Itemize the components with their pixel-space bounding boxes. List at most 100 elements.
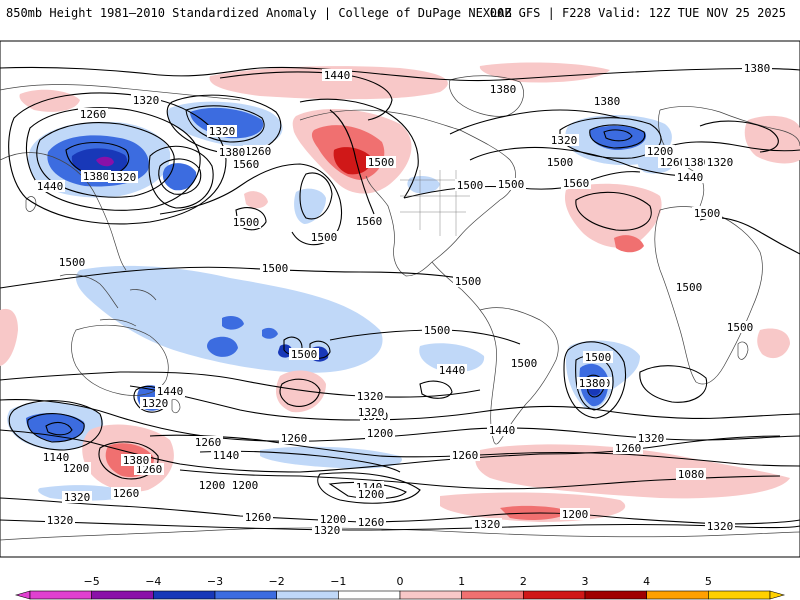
contour-1260-sh (149, 434, 800, 467)
contour-label: 1320 (209, 125, 236, 138)
contour-1260-bering (185, 105, 265, 143)
contour-1320-natl (559, 117, 662, 159)
colorbar-segment (338, 590, 401, 600)
contour-label-bg (682, 156, 712, 168)
contour-label: 1440 (677, 171, 704, 184)
contour-label: 1500 (233, 216, 260, 229)
contour-1320-europe (699, 120, 779, 153)
colorbar-tick-label: 0 (397, 575, 404, 588)
contour-label-bg (243, 511, 273, 523)
contour-label-bg (230, 479, 260, 491)
contour-label-bg (676, 468, 706, 480)
contour-label: 1380 (219, 146, 246, 159)
coast-new-zealand (171, 399, 181, 414)
contour-1440-gulf (148, 145, 214, 209)
colorbar-ticks: −5 −4 −3 −2 −1 0 1 2 3 4 5 (84, 575, 712, 588)
colorbar-arrow-left (14, 590, 31, 600)
pos-anomaly-ind-ocean (475, 444, 790, 499)
model-run-info: 00Z GFS | F228 Valid: 12Z TUE NOV 25 202… (489, 6, 786, 20)
contour-label: 1320 (314, 524, 341, 537)
anomaly-shading (0, 62, 800, 522)
colorbar-tick-label: −5 (84, 575, 100, 588)
contour-label: 1320 (357, 390, 384, 403)
contour-label-bg (155, 385, 185, 397)
contour-label: 1320 (551, 134, 578, 147)
contour-label-bg (509, 357, 539, 369)
pos-anomaly-indian (757, 328, 790, 359)
contour-1200-spac-low (27, 413, 85, 443)
colorbar-tick-label: −2 (269, 575, 285, 588)
contour-label: 1260 (281, 432, 308, 445)
contour-1200-kamchatka (65, 142, 130, 177)
contour-label-bg (260, 262, 290, 274)
contour-label: 1500 (457, 179, 484, 192)
contour-1560-ridge (329, 109, 375, 215)
contour-label-bg (57, 256, 87, 268)
coast-central-america (431, 261, 481, 311)
contour-label-bg (658, 156, 688, 168)
contour-1380-sh (0, 399, 800, 442)
colorbar-segment (584, 590, 647, 600)
contour-label: 1140 (43, 451, 70, 464)
coast-north-america (299, 109, 516, 277)
contour-label: 1500 (311, 231, 338, 244)
contour-label: 1320 (142, 397, 169, 410)
contour-label-bg (35, 180, 65, 192)
contour-label-bg (197, 479, 227, 491)
contour-1260-natl (589, 124, 646, 149)
contour-label: 1500 (727, 321, 754, 334)
contour-label: 1560 (563, 177, 590, 190)
neg-anomaly-sam (419, 343, 485, 373)
neg-anomaly-kamchatka-peak (96, 156, 114, 167)
contour-label-bg (705, 156, 735, 168)
colorbar: −5 −4 −3 −2 −1 0 1 2 3 4 5 (14, 575, 786, 600)
contour-label: 1320 (133, 94, 160, 107)
colorbar-tick-label: 3 (582, 575, 589, 588)
contour-label-bg (636, 432, 666, 444)
coast-australia (71, 324, 169, 396)
contour-label: 1260 (615, 442, 642, 455)
colorbar-segment (461, 590, 524, 600)
contour-label-bg (211, 449, 241, 461)
contour-label-bg (140, 397, 170, 409)
neg-anomaly-gulf-ak (162, 163, 197, 191)
contour-label: 1320 (358, 406, 385, 419)
colorbar-segment (276, 590, 339, 600)
colorbar-tick-label: 1 (458, 575, 465, 588)
contour-label-bg (496, 178, 526, 190)
contour-1260-spac-low (8, 400, 103, 451)
contour-label: 1200 (199, 479, 226, 492)
contour-label-bg (450, 449, 480, 461)
contour-label-bg (318, 513, 348, 525)
coast-south-america (479, 307, 559, 445)
contour-label-bg (365, 427, 395, 439)
neg-anomaly-spac-low-core (26, 413, 85, 442)
contour-label-bg (217, 146, 247, 158)
contour-label: 1260 (245, 511, 272, 524)
contour-label: 1440 (324, 69, 351, 82)
contour-label-bg (355, 390, 385, 402)
contour-1320-sh (0, 429, 781, 473)
colorbar-segment (399, 590, 462, 600)
contour-label: 1260 (80, 108, 107, 121)
contour-label-bg (366, 156, 396, 168)
contour-label: 1200 (367, 427, 394, 440)
contour-label: 1500 (676, 281, 703, 294)
neg-anomaly-npac (294, 188, 326, 224)
contour-label-bg (437, 364, 467, 376)
contour-label-bg (422, 324, 452, 336)
contour-label: 1260 (358, 516, 385, 529)
pos-anomaly-natl-sub (564, 183, 662, 248)
contour-1140-spac-low (45, 421, 73, 436)
neg-anomaly-us (407, 176, 440, 194)
contour-1500-npac-loop (299, 172, 333, 220)
contour-label: 1200 (647, 145, 674, 158)
contour-label: 1500 (585, 351, 612, 364)
contour-label-bg (583, 351, 613, 363)
contour-label-bg (207, 125, 237, 137)
contour-label: 1320 (64, 491, 91, 504)
contour-1260-antarc (0, 497, 800, 525)
contour-label: 1260 (452, 449, 479, 462)
pos-anomaly-west-edge (0, 308, 18, 366)
contour-1140-sh2 (317, 472, 421, 504)
